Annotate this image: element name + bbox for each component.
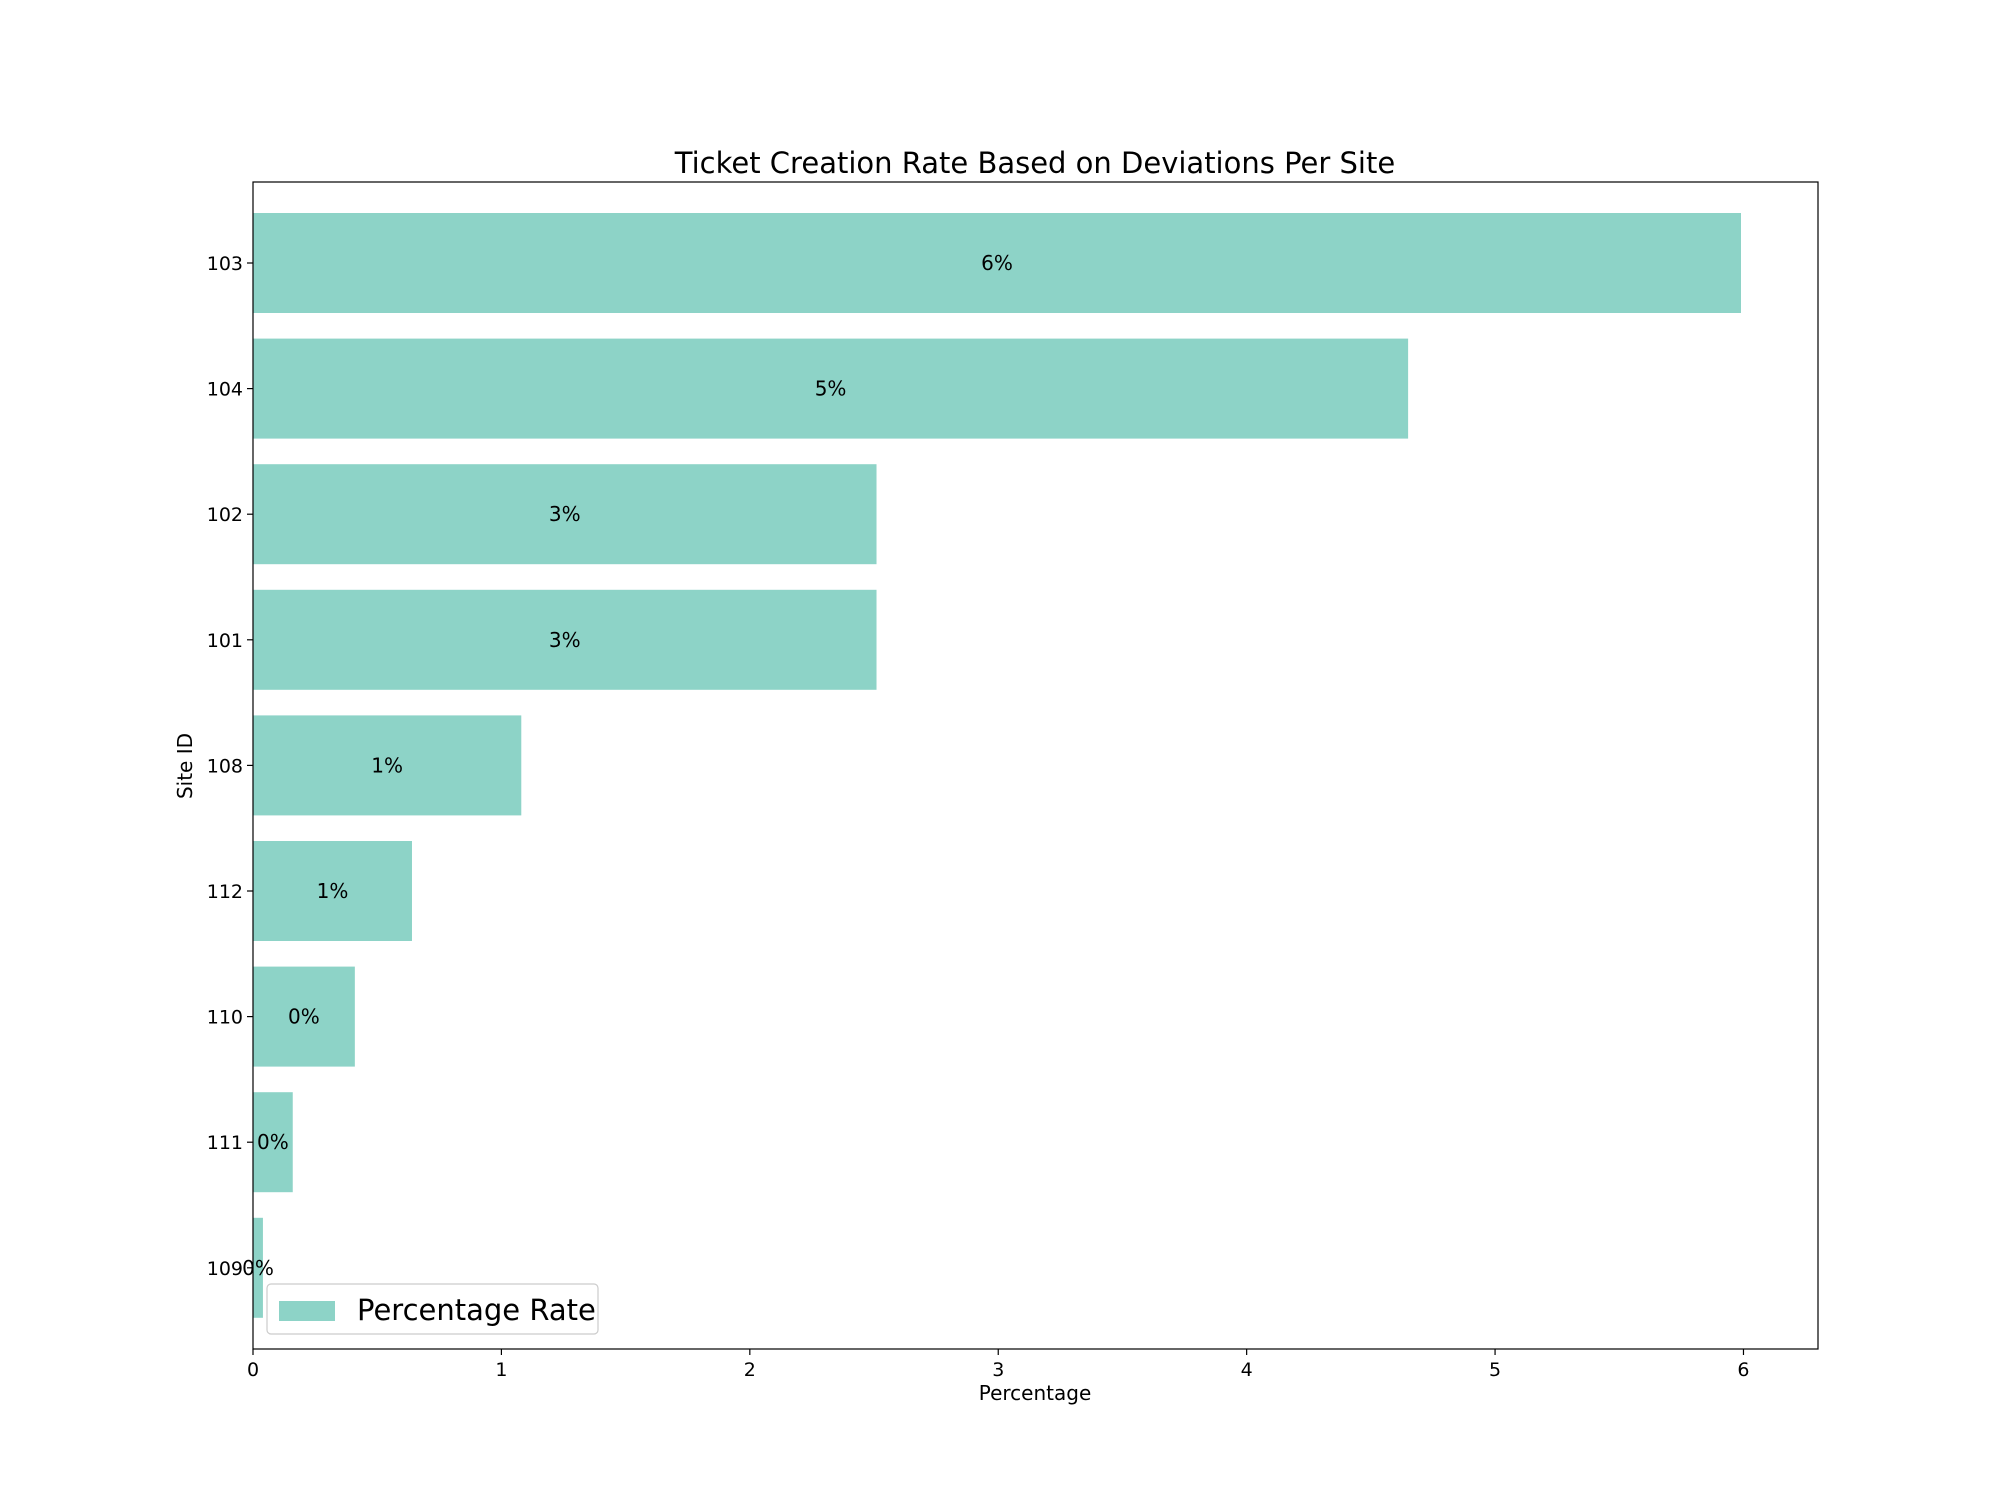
x-tick-label: 6 <box>1737 1359 1749 1381</box>
y-tick-label: 112 <box>207 881 243 903</box>
x-tick-label: 4 <box>1241 1359 1253 1381</box>
y-tick-label: 110 <box>207 1007 243 1029</box>
bar-value-label: 1% <box>317 879 349 903</box>
y-tick-label: 104 <box>207 379 243 401</box>
bar-site-110 <box>253 966 355 1067</box>
bar-value-label: 0% <box>257 1130 289 1154</box>
y-tick-label: 103 <box>207 253 243 275</box>
bar-labels-layer: 6% 5% 3% 3% 1% 1% 0% 0% 0% <box>242 251 1013 1280</box>
y-axis-label: Site ID <box>173 733 197 799</box>
x-tick-label: 1 <box>495 1359 507 1381</box>
x-tick-label: 2 <box>744 1359 756 1381</box>
bar-value-label: 0% <box>288 1005 320 1029</box>
x-tick-label: 5 <box>1489 1359 1501 1381</box>
bar-site-104 <box>253 338 1409 439</box>
y-tick-label: 108 <box>207 755 243 777</box>
bar-value-label: 1% <box>371 753 403 777</box>
bar-site-103 <box>253 213 1741 313</box>
y-tick-label: 101 <box>207 630 243 652</box>
bar-value-label: 0% <box>242 1256 274 1280</box>
y-axis: 103 104 102 101 108 112 110 111 109 <box>207 253 253 1280</box>
legend-box <box>266 1283 599 1335</box>
bar-site-101 <box>253 589 877 690</box>
y-tick-label: 102 <box>207 504 243 526</box>
bar-site-108 <box>253 715 522 816</box>
y-tick-label: 111 <box>207 1132 243 1154</box>
bar-site-112 <box>253 841 412 941</box>
legend: Percentage Rate <box>266 1283 599 1335</box>
bar-site-109 <box>253 1217 263 1318</box>
legend-swatch <box>279 1301 335 1321</box>
x-tick-label: 0 <box>247 1359 259 1381</box>
bar-value-label: 5% <box>815 377 847 401</box>
bar-value-label: 3% <box>549 628 581 652</box>
bars-layer <box>253 213 1741 1318</box>
x-tick-label: 3 <box>992 1359 1004 1381</box>
chart-title: Ticket Creation Rate Based on Deviations… <box>674 146 1395 180</box>
bar-site-102 <box>253 464 877 565</box>
legend-label-percentage-rate: Percentage Rate <box>357 1293 596 1327</box>
x-axis-label: Percentage <box>979 1381 1092 1405</box>
x-axis: 0 1 2 3 4 5 6 <box>247 1349 1750 1381</box>
y-tick-label: 109 <box>207 1258 243 1280</box>
bar-value-label: 6% <box>981 251 1013 275</box>
bar-value-label: 3% <box>549 502 581 526</box>
bar-site-111 <box>253 1092 293 1193</box>
